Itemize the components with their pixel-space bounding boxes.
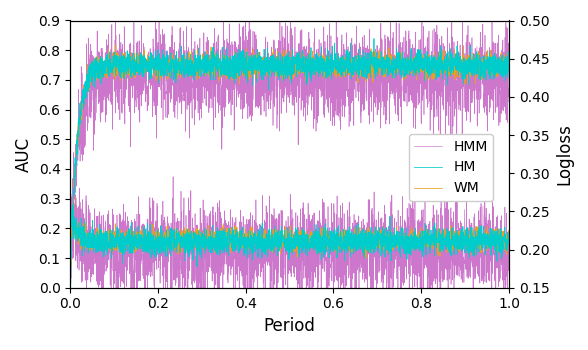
Y-axis label: AUC: AUC [15,136,33,172]
HMM [117,59,124,63]
Line: HM: HM [71,39,509,284]
HMM [497,83,504,87]
Y-axis label: Logloss: Logloss [555,123,573,185]
HMM [67,306,74,310]
HM [497,63,504,67]
HMM [235,79,242,83]
WM [235,61,242,65]
HM [117,56,124,60]
HM [254,67,261,71]
HM [370,37,377,41]
HM [450,71,457,75]
WM [143,57,150,61]
WM [112,43,119,47]
Line: WM: WM [71,45,509,289]
Legend: HMM, HM, WM: HMM, HM, WM [409,134,493,201]
Line: HMM: HMM [71,0,509,308]
WM [67,287,74,292]
HMM [450,56,457,61]
WM [117,66,124,71]
WM [254,63,261,67]
HMM [143,67,150,71]
HM [506,58,513,63]
WM [506,60,513,64]
HMM [254,105,261,109]
HM [143,58,150,62]
WM [450,72,457,77]
HMM [506,43,513,47]
HM [235,54,242,58]
X-axis label: Period: Period [263,317,316,335]
HMM [67,250,74,254]
WM [497,63,504,67]
HM [67,281,74,286]
HM [67,274,74,278]
